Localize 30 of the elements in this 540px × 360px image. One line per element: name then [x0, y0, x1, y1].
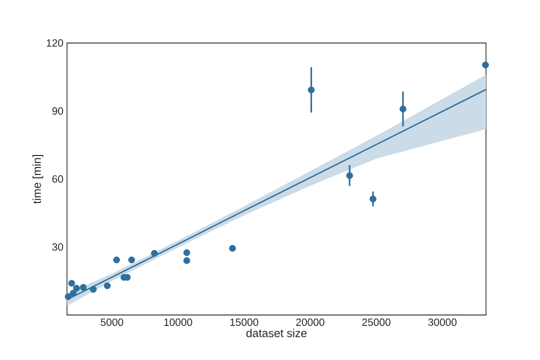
- point: [308, 86, 315, 94]
- x-axis-title: dataset size: [246, 328, 307, 338]
- x-tick-label: 20000: [296, 318, 324, 326]
- x-tick-label: 25000: [362, 318, 390, 326]
- x-tick-label: 10000: [164, 318, 192, 326]
- point: [80, 284, 87, 291]
- point: [400, 106, 406, 112]
- point: [150, 250, 158, 257]
- point: [229, 244, 236, 252]
- point: [70, 290, 77, 297]
- point: [104, 282, 111, 290]
- point: [113, 256, 120, 264]
- point: [90, 286, 97, 293]
- point: [346, 172, 353, 179]
- x-tick-label: 5000: [100, 318, 124, 326]
- point: [68, 280, 76, 287]
- y-tick-label: 120: [46, 39, 64, 47]
- point: [128, 256, 136, 264]
- y-tick-label: 30: [52, 243, 64, 251]
- point: [370, 196, 376, 202]
- x-tick-label: 30000: [428, 318, 457, 326]
- point: [183, 249, 190, 256]
- y-tick-label: 90: [52, 107, 64, 115]
- point: [482, 62, 489, 68]
- point: [73, 284, 80, 292]
- x-tick-label: 15000: [230, 318, 258, 326]
- y-tick-label: 60: [52, 175, 64, 183]
- y-axis-title: time [min]: [32, 155, 44, 204]
- point: [183, 257, 190, 264]
- point: [64, 293, 72, 300]
